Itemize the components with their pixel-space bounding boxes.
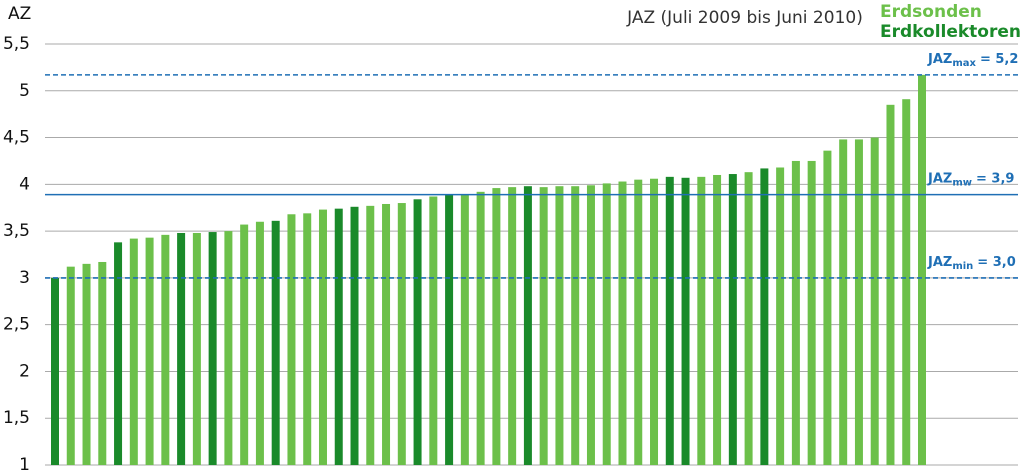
bar <box>145 237 154 465</box>
bar <box>271 220 280 465</box>
bar <box>508 187 517 465</box>
y-axis-label: AZ <box>8 4 31 24</box>
bar <box>713 174 722 465</box>
legend-entry: Erdkollektoren <box>880 22 1021 42</box>
y-tick-label: 1,5 <box>3 408 30 428</box>
bar <box>586 185 595 465</box>
bar <box>82 263 91 465</box>
bar <box>665 176 674 466</box>
bar <box>650 178 659 465</box>
bar <box>350 206 359 465</box>
bar <box>870 137 879 466</box>
bar <box>807 160 816 465</box>
bar <box>413 199 422 465</box>
bar <box>539 187 548 465</box>
bar <box>918 74 926 465</box>
bar <box>177 232 186 465</box>
bar <box>728 174 737 465</box>
bar <box>886 104 895 466</box>
bar <box>397 203 406 466</box>
bar <box>618 181 627 465</box>
bar <box>382 203 391 466</box>
bar <box>161 234 170 465</box>
y-tick-label: 2,5 <box>3 315 30 335</box>
bar <box>334 208 343 465</box>
reference-value: = 3,9 <box>976 171 1014 186</box>
y-tick-label: 4,5 <box>3 128 30 148</box>
bar <box>492 188 501 465</box>
bar <box>224 231 233 465</box>
bar <box>287 214 296 465</box>
bar <box>634 179 643 465</box>
bar <box>744 172 753 465</box>
legend-entry: Erdsonden <box>880 2 982 22</box>
bar <box>255 221 264 465</box>
y-tick-label: 5,5 <box>3 34 30 54</box>
y-tick-label: 3,5 <box>3 221 30 241</box>
bar <box>460 194 469 465</box>
y-tick-label: 5 <box>19 81 30 101</box>
bar <box>445 194 454 465</box>
reference-sub: min <box>952 261 973 272</box>
bar <box>66 266 75 465</box>
bar <box>902 99 911 465</box>
bar <box>760 168 769 465</box>
bar <box>602 183 611 466</box>
bar <box>240 224 249 465</box>
chart-title: JAZ (Juli 2009 bis Juni 2010) <box>626 8 863 28</box>
reference-value: = 5,2 <box>980 51 1018 66</box>
reference-name: JAZ <box>927 171 952 186</box>
bar <box>776 167 785 465</box>
reference-name: JAZ <box>927 254 952 269</box>
reference-label: JAZmin = 3,0 <box>927 254 1016 272</box>
bar <box>318 209 327 465</box>
bar <box>476 191 485 465</box>
bar <box>303 213 312 465</box>
bar <box>429 196 438 466</box>
bar <box>129 238 138 465</box>
y-tick-label: 3 <box>19 268 30 288</box>
bar <box>98 261 107 465</box>
bar <box>114 242 123 465</box>
reference-label: JAZmax = 5,2 <box>927 51 1018 69</box>
reference-sub: mw <box>952 178 972 189</box>
bar <box>791 160 800 465</box>
bar <box>854 139 863 465</box>
bar <box>51 277 59 465</box>
bar <box>208 232 217 465</box>
bar <box>681 177 690 466</box>
bar <box>839 139 848 465</box>
bar <box>192 232 201 465</box>
bar <box>366 205 375 465</box>
reference-label: JAZmw = 3,9 <box>927 171 1014 189</box>
reference-name: JAZ <box>927 51 952 66</box>
bar <box>571 186 580 465</box>
bar <box>697 176 706 466</box>
reference-value: = 3,0 <box>977 254 1015 269</box>
y-tick-label: 4 <box>19 174 30 194</box>
y-tick-label: 1 <box>19 455 30 474</box>
bar <box>555 186 564 465</box>
reference-sub: max <box>952 58 976 69</box>
y-tick-label: 2 <box>19 361 30 381</box>
bar <box>523 186 532 465</box>
bar <box>823 150 832 466</box>
